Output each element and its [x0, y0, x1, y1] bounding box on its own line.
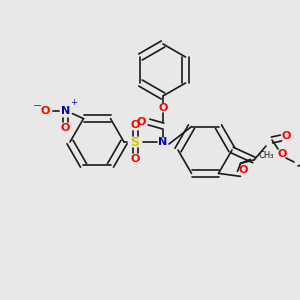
Text: CH₃: CH₃ — [259, 151, 274, 160]
Text: O: O — [130, 154, 140, 164]
Text: O: O — [130, 120, 140, 130]
Text: O: O — [158, 103, 168, 113]
Text: N: N — [61, 106, 70, 116]
Text: O: O — [61, 123, 70, 133]
Text: S: S — [130, 136, 140, 148]
Text: +: + — [70, 98, 77, 107]
Text: O: O — [239, 165, 248, 176]
Text: N: N — [158, 137, 168, 147]
Text: O: O — [277, 149, 287, 159]
Text: −: − — [33, 100, 42, 111]
Text: O: O — [281, 131, 291, 141]
Text: O: O — [41, 106, 50, 116]
Text: O: O — [136, 117, 146, 127]
